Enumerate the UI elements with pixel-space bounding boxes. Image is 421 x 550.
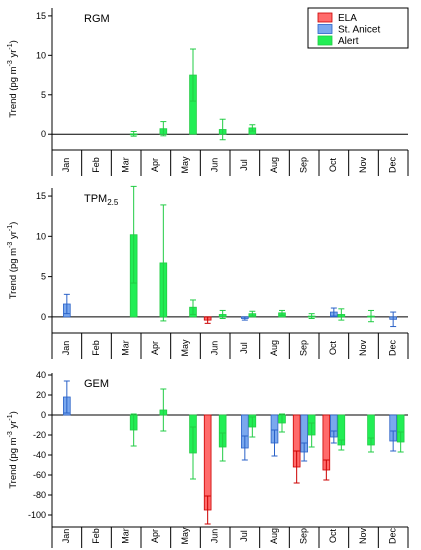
legend-swatch-alert [317,35,333,46]
category-label-nov: Nov [358,528,368,545]
y-tick-label: 0 [41,410,46,420]
y-tick-label: 40 [36,370,46,380]
y-tick-label: 5 [41,90,46,100]
panel-title: RGM [84,13,110,25]
category-label-may: May [180,339,190,357]
category-label-aug: Aug [269,340,279,356]
panel-gem: 40 20 0 -20 -40 -60 -80 -100 Jan Feb Mar Apr May Jun J… [7,370,409,548]
category-label-jan: Jan [61,529,71,544]
category-label-may: May [180,156,190,174]
category-label-aug: Aug [269,157,279,173]
y-tick-label: 0 [41,312,46,322]
panel-tpm: 0 5 10 15 Jan Feb Mar Apr May Jun Jul Aug Sep Oct Nov D… [7,185,409,359]
category-label-jul: Jul [239,530,249,542]
panel-rgm: 0 5 10 15 Jan Feb Mar Apr May Jun Jul Aug Sep Oct Nov D… [7,8,409,176]
category-label-jan: Jan [61,341,71,356]
category-label-dec: Dec [388,528,398,545]
y-axis-title: Trend (pg m-3 yr-1) [7,411,19,489]
y-tick-label: -60 [33,470,46,480]
category-label-nov: Nov [358,157,368,174]
y-tick-label: 15 [36,11,46,21]
category-label-oct: Oct [328,341,338,356]
y-tick-label: 0 [41,129,46,139]
category-label-feb: Feb [91,528,101,544]
y-axis-title: Trend (pg m-3 yr-1) [7,222,19,300]
category-label-jun: Jun [210,529,220,544]
category-label-apr: Apr [150,158,160,172]
category-label-sep: Sep [299,528,309,544]
y-tick-label: 10 [36,231,46,241]
legend-label-ela: ELA [338,13,357,24]
y-tick-label: 20 [36,390,46,400]
category-label-jun: Jun [210,158,220,173]
category-label-aug: Aug [269,528,279,544]
category-label-apr: Apr [150,341,160,355]
y-tick-label: 10 [36,50,46,60]
category-label-oct: Oct [328,158,338,173]
y-tick-label: 5 [41,272,46,282]
category-label-feb: Feb [91,157,101,173]
category-label-may: May [180,527,190,545]
y-tick-label: -80 [33,490,46,500]
category-label-mar: Mar [121,340,131,356]
category-label-jan: Jan [61,158,71,173]
category-label-jun: Jun [210,341,220,356]
category-label-sep: Sep [299,340,309,356]
panel-title: GEM [84,378,109,390]
category-label-dec: Dec [388,340,398,357]
category-label-mar: Mar [121,157,131,173]
category-label-feb: Feb [91,340,101,356]
category-label-jul: Jul [239,342,249,354]
legend-swatch-st-anicet [317,24,333,34]
category-label-mar: Mar [121,528,131,544]
legend-label-st-anicet: St. Anicet [338,25,380,36]
category-label-sep: Sep [299,157,309,173]
legend-label-alert: Alert [338,36,359,47]
y-axis-title: Trend (pg m-3 yr-1) [7,40,19,118]
y-tick-label: -40 [33,450,46,460]
panel-title: TPM2.5 [84,193,119,207]
category-label-oct: Oct [328,529,338,544]
y-tick-label: -20 [33,430,46,440]
category-label-nov: Nov [358,340,368,357]
y-tick-label: 15 [36,191,46,201]
category-label-jul: Jul [239,159,249,171]
legend-swatch-ela [317,12,333,23]
y-tick-label: -100 [28,510,46,520]
category-label-dec: Dec [388,157,398,174]
category-label-apr: Apr [150,529,160,543]
